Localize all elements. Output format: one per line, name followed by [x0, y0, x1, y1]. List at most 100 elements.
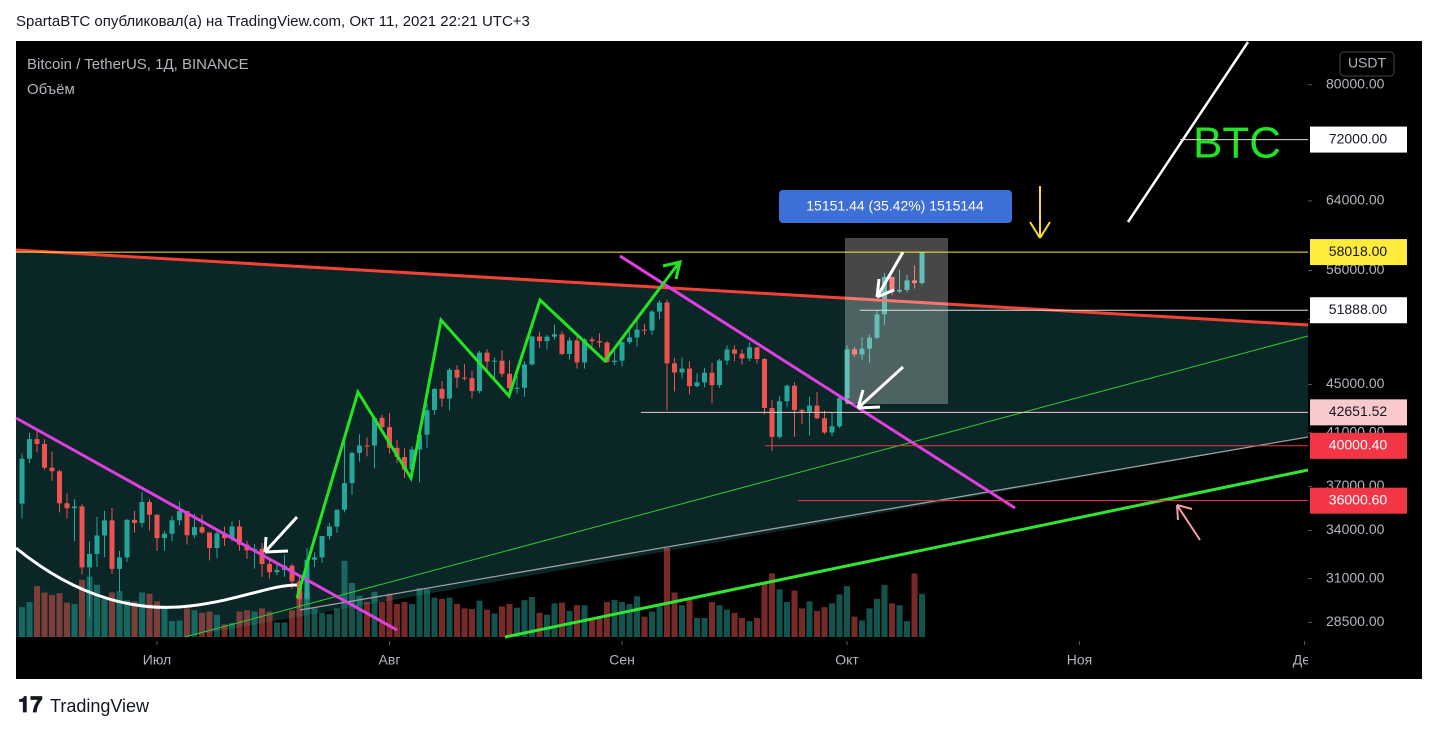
candle-body [709, 372, 715, 386]
candle-body [184, 511, 190, 536]
candle-body [139, 501, 145, 523]
candle-body [334, 509, 340, 527]
volume-bar [739, 617, 745, 637]
volume-bar [829, 603, 835, 637]
volume-bar [664, 548, 670, 637]
candle-body [822, 418, 827, 433]
volume-bar [274, 622, 280, 637]
level-box [1310, 487, 1407, 514]
volume-bar [626, 603, 633, 637]
volume-bar [866, 608, 873, 637]
volume-bar [844, 586, 850, 637]
volume-bar [806, 601, 813, 637]
candle-body [702, 372, 707, 383]
volume-bar [41, 592, 48, 637]
volume-bar [836, 594, 843, 637]
candle-body [882, 276, 887, 315]
volume-bar [439, 598, 445, 637]
volume-bar [26, 602, 33, 637]
candle-body [904, 280, 910, 290]
candle-body [717, 360, 722, 386]
header-title: SpartaBTC опубликовал(а) на TradingView.… [16, 13, 530, 30]
volume-bar [311, 608, 318, 637]
candle-body [169, 520, 175, 534]
volume-bar [506, 603, 513, 637]
volume-bar [169, 621, 175, 637]
candle-body [87, 553, 92, 568]
volume-bar [469, 609, 475, 637]
volume-bar [656, 606, 663, 637]
x-tick-label: Окт [835, 652, 859, 668]
level-label: 72000.00 [1329, 130, 1388, 146]
volume-bar [401, 602, 408, 637]
candle-body [477, 352, 482, 392]
candle-body [784, 385, 790, 402]
candle-body [919, 252, 925, 284]
volume-bar [71, 603, 78, 637]
volume-bar [701, 617, 708, 637]
level-label: 58018.00 [1329, 243, 1388, 259]
volume-bar [544, 614, 550, 637]
volume-bar [184, 608, 190, 637]
candle-body [634, 329, 640, 338]
volume-bar [109, 592, 115, 637]
moving-curve [15, 546, 298, 609]
volume-bar [176, 620, 183, 637]
volume-bar [326, 614, 333, 637]
candle-body [694, 382, 700, 387]
volume-bar [476, 600, 483, 637]
candle-body [162, 533, 167, 539]
volume-layer [19, 548, 925, 637]
volume-bar [514, 607, 520, 637]
volume-bar [904, 621, 910, 637]
volume-bar [641, 616, 648, 637]
volume-bar [161, 607, 168, 637]
candle-body [484, 352, 490, 362]
target-line [1126, 41, 1250, 223]
volume-bar [919, 593, 925, 637]
candle-body [402, 457, 407, 470]
candle-body [724, 349, 730, 361]
volume-bar [371, 591, 378, 637]
volume-bar [94, 584, 100, 637]
volume-bar [416, 588, 423, 637]
candle-body [799, 410, 805, 412]
volume-bar [814, 610, 820, 637]
volume-bar [424, 589, 430, 637]
volume-bar [896, 605, 903, 637]
volume-bar [221, 624, 228, 637]
y-tick-label: 45000.00 [1326, 375, 1385, 391]
candle-body [589, 339, 595, 342]
volume-bar [304, 592, 310, 637]
candle-body [357, 445, 362, 453]
volume-bar [364, 602, 370, 637]
candle-body [349, 452, 355, 484]
volume-bar [589, 619, 595, 637]
level-box [1310, 239, 1407, 266]
candle-body [267, 564, 272, 573]
x-tick-label: Ноя [1067, 652, 1092, 668]
candle-body [274, 569, 280, 573]
level-box [1310, 126, 1407, 153]
volume-bar [716, 605, 723, 637]
downtrend-line [15, 416, 398, 632]
volume-bar [64, 602, 70, 637]
level-label: 40000.40 [1329, 436, 1388, 452]
legend-symbol: Bitcoin / TetherUS, 1Д, BINANCE [27, 56, 249, 73]
support-line-green [504, 468, 1309, 639]
volume-bar [101, 598, 108, 637]
candle-body [559, 334, 565, 355]
volume-bar [116, 591, 123, 637]
volume-bar [334, 608, 340, 637]
volume-bar [154, 601, 160, 637]
candle-body [19, 458, 25, 504]
volume-bar [784, 602, 790, 637]
volume-bar [769, 573, 775, 637]
volume-bar [281, 622, 288, 637]
volume-bar [409, 603, 415, 637]
volume-bar [79, 579, 85, 637]
level-label: 36000.60 [1329, 491, 1388, 507]
candle-body [687, 368, 692, 387]
volume-bar [259, 608, 265, 637]
level-box [1310, 399, 1407, 426]
